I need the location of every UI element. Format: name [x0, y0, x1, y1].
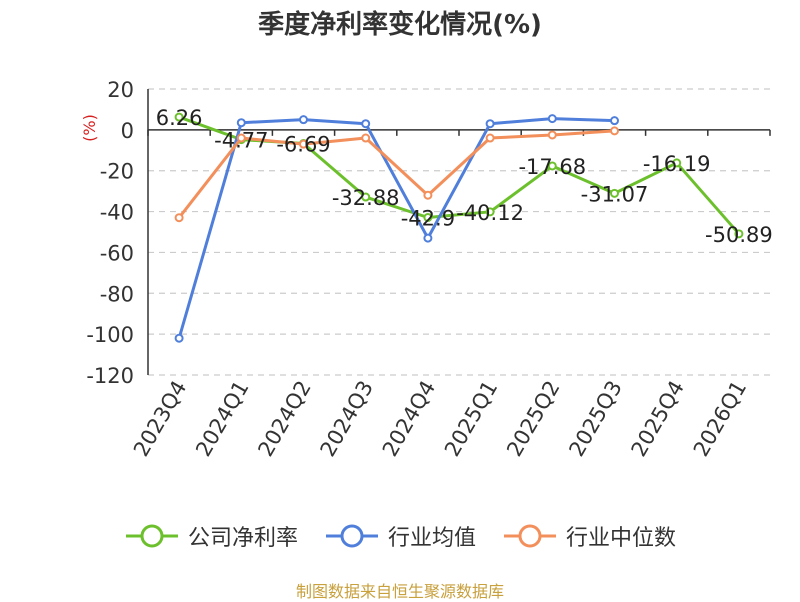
data-point	[423, 212, 433, 222]
data-point	[174, 213, 184, 223]
legend-label: 行业均值	[387, 526, 476, 551]
x-tick-label: 2025Q4	[627, 377, 689, 461]
data-point	[423, 233, 433, 243]
legend-item-industry-median[interactable]: 行业中位数	[502, 520, 676, 552]
data-point	[174, 112, 184, 122]
data-label: -32.88	[332, 186, 400, 210]
legend-line-circle-icon	[125, 524, 178, 548]
y-tick-label: 20	[107, 78, 134, 102]
data-label: 6.26	[156, 106, 203, 130]
y-tick-label: 0	[121, 119, 134, 143]
data-point	[485, 119, 495, 129]
data-point	[361, 119, 371, 129]
legend-item-company[interactable]: 公司净利率	[124, 520, 298, 552]
y-tick-label: -60	[100, 241, 134, 265]
data-label: -40.12	[456, 201, 524, 225]
y-tick-label: -120	[86, 364, 134, 388]
source-note: 制图数据来自恒生聚源数据库	[295, 582, 504, 601]
legend-label: 公司净利率	[187, 526, 298, 551]
x-tick-label: 2024Q3	[316, 377, 378, 461]
data-point	[174, 333, 184, 343]
data-point	[547, 114, 557, 124]
data-point	[734, 229, 744, 239]
axis-layer: 200-20-40-60-80-100-120(%)2023Q4 2024Q1 20…	[80, 78, 771, 461]
chart-title: 季度净利率变化情况(%)	[258, 10, 542, 40]
x-tick-label: 2024Q1	[191, 377, 253, 461]
data-point	[299, 139, 308, 149]
data-point	[672, 158, 682, 168]
legend-item-industry-mean[interactable]: 行业均值	[324, 520, 476, 552]
x-tick-label: 2025Q1	[440, 376, 502, 460]
y-tick-label: -80	[100, 282, 134, 306]
legend: 公司净利率 行业均值 行业中位数	[0, 520, 800, 552]
data-point	[299, 115, 308, 125]
y-axis-label: (%)	[80, 114, 99, 142]
data-point	[361, 192, 371, 202]
data-point	[236, 118, 246, 128]
legend-line-circle-icon	[504, 524, 556, 548]
data-label: -17.68	[518, 155, 586, 179]
data-point	[236, 133, 246, 143]
grid-layer	[148, 88, 770, 376]
data-point	[610, 188, 619, 198]
data-point	[547, 130, 557, 140]
series-line	[177, 129, 615, 219]
data-point	[361, 133, 371, 143]
data-point	[485, 207, 495, 217]
y-tick-label: -20	[100, 160, 134, 184]
data-label-layer: 6.26 -4.77 -6.69 -32.88-42.9 -40.12 -17.68 -31…	[156, 106, 773, 247]
data-label: -42.9	[401, 206, 455, 230]
data-label: -16.19	[643, 152, 711, 176]
data-label: -50.89	[705, 223, 773, 247]
data-point	[610, 116, 619, 126]
x-tick-label: 2024Q2	[253, 377, 315, 461]
x-tick-label: 2026Q1	[689, 377, 751, 461]
y-tick-label: -100	[86, 323, 134, 347]
series-line	[177, 117, 615, 339]
data-label: -6.69	[276, 133, 330, 157]
data-point	[610, 126, 619, 136]
y-tick-label: -40	[100, 201, 134, 225]
x-tick-label: 2025Q2	[502, 377, 564, 461]
x-tick-label: 2023Q4	[129, 377, 191, 461]
x-tick-label: 2025Q3	[564, 377, 626, 461]
data-label: -31.07	[581, 182, 649, 206]
data-point	[547, 161, 557, 171]
data-label: -4.77	[214, 129, 268, 153]
series-layer	[174, 112, 744, 343]
data-point	[423, 190, 433, 200]
data-point	[485, 133, 495, 143]
legend-line-circle-icon	[325, 524, 378, 548]
legend-label: 行业中位数	[566, 526, 677, 551]
x-tick-label: 2024Q4	[378, 377, 440, 461]
